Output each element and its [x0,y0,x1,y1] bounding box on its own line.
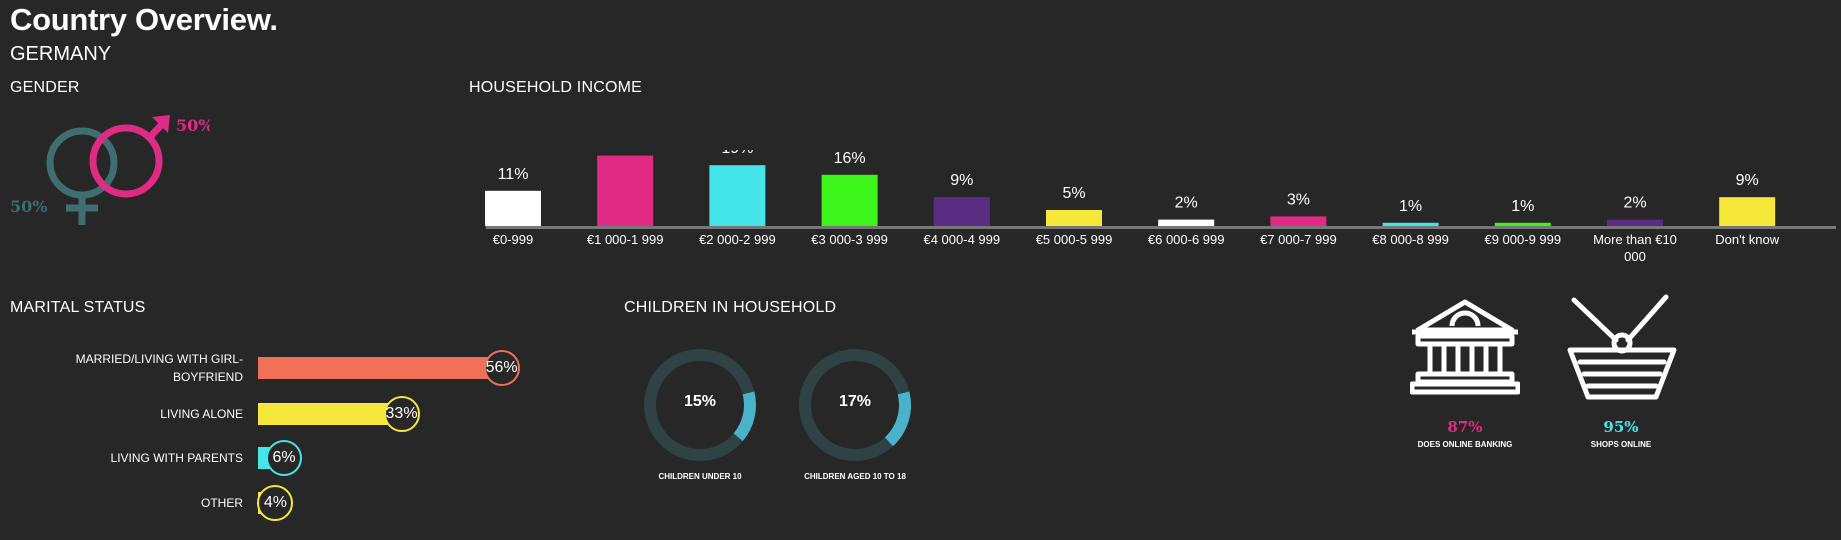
income-value-label-11: 9% [1736,172,1759,189]
income-baseline [486,226,1836,229]
gender-symbol: 50% 50% [10,115,210,225]
marital-category-label-3: OTHER [201,496,243,510]
income-bar-10 [1607,219,1663,226]
income-value-label-0: 11% [498,166,529,183]
income-value-label-3: 16% [834,150,866,167]
online-banking-label: DOES ONLINE BANKING [1417,440,1513,449]
income-bar-8 [1382,222,1439,226]
income-value-label-2: 19% [721,150,753,157]
country-name: GERMANY [10,43,112,65]
income-value-label-7: 3% [1287,191,1310,208]
children-title: CHILDREN IN HOUSEHOLD [624,299,837,316]
income-bar-11 [1719,197,1776,226]
income-category-label-1: €1 000-1 999 [587,232,664,247]
online-banking-percent: 87% [1447,418,1483,436]
shops-online-label: SHOPS ONLINE [1590,440,1652,449]
marital-category-label-2: LIVING WITH PARENTS [110,451,243,465]
marital-category-label-0: MARRIED/LIVING WITH GIRL-BOYFRIEND [75,352,243,384]
income-bar-6 [1158,219,1215,226]
children-donut-0: 15% [644,349,756,461]
income-category-label-10: More than €10 [1593,232,1677,247]
income-category-label-9: €9 000-9 999 [1484,232,1561,247]
income-bar-3 [821,174,878,226]
marital-value-label-0: 56% [483,350,520,386]
marital-value-label-2: 6% [266,440,303,476]
income-category-label-5: €5 000-5 999 [1036,232,1113,247]
income-value-label-4: 9% [950,172,973,189]
income-category-label-2: €2 000-2 999 [699,232,776,247]
male-circle [89,124,163,198]
marital-value-label-3: 4% [257,485,294,521]
income-category-label-4: €4 000-4 999 [923,232,1000,247]
income-category-label-7: €7 000-7 999 [1260,232,1337,247]
children-chart: 15% CHILDREN UNDER 10 17% CHILDREN AGED 10 … [630,340,930,510]
bank-icon [1410,299,1520,395]
page-title: Country Overview. [10,2,278,37]
income-bar-4 [933,197,990,226]
income-bar-9 [1494,222,1551,226]
income-bar-5 [1046,210,1102,226]
household-income-title: HOUSEHOLD INCOME [469,79,642,96]
marital-status-title: MARITAL STATUS [10,299,146,316]
income-category-label-0: €0-999 [493,232,533,247]
male-percent: 50% [176,116,210,135]
marital-status-chart: MARRIED/LIVING WITH GIRL-BOYFRIEND 56% LIV… [0,340,560,521]
income-category-label-3: €3 000-3 999 [811,232,888,247]
female-percent: 50% [10,197,47,216]
shops-online-percent: 95% [1603,418,1639,436]
marital-category-label-1: LIVING ALONE [160,407,243,421]
children-value-label-1: 17% [839,393,871,410]
income-value-label-9: 1% [1511,198,1534,215]
income-bar-0 [485,190,541,226]
income-value-label-5: 5% [1062,185,1085,202]
income-bar-2 [709,165,766,226]
gender-title: GENDER [10,79,80,96]
income-category-label-8: €8 000-8 999 [1372,232,1449,247]
income-category-label-10-line2: 000 [1624,249,1646,264]
children-value-label-0: 15% [684,393,716,410]
children-category-label-0: CHILDREN UNDER 10 [658,472,742,481]
children-donut-1: 17% [799,349,911,461]
income-category-label-6: €6 000-6 999 [1148,232,1225,247]
marital-value-label-1: 33% [383,396,420,432]
marital-bar-1 [258,403,402,425]
income-bar-1 [597,155,654,226]
income-value-label-6: 2% [1175,195,1198,212]
income-value-label-8: 1% [1399,198,1422,215]
income-bar-7 [1270,216,1327,226]
income-value-label-10: 2% [1623,195,1646,212]
marital-bar-0 [258,357,502,379]
household-income-chart: 11%€0-99922%€1 000-1 99919%€2 000-2 9991… [485,150,1836,264]
basket-icon [1567,294,1677,400]
male-arrow-head [152,115,170,133]
children-category-label-1: CHILDREN AGED 10 TO 18 [804,472,906,481]
income-category-label-11: Don't know [1715,232,1780,247]
